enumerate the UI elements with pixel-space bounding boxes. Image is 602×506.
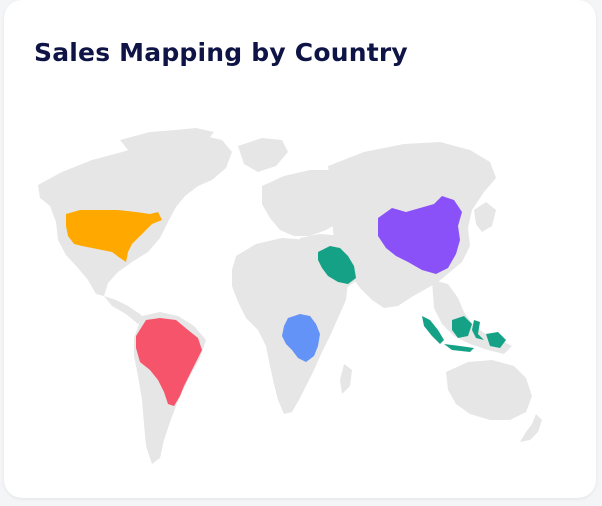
country-united-states[interactable]: United States	[66, 210, 162, 262]
indonesia-papua: Indonesia	[486, 332, 506, 348]
indonesia-java: Indonesia	[444, 344, 474, 352]
indonesia-borneo: Indonesia	[452, 316, 472, 338]
landmass-arctic-islands	[120, 128, 214, 150]
landmass-new-zealand	[520, 414, 542, 442]
country-brazil[interactable]: Brazil	[136, 318, 202, 406]
landmass-japan	[474, 202, 496, 232]
country-dr-congo[interactable]: DR Congo	[282, 314, 320, 362]
indonesia-sulawesi: Indonesia	[472, 320, 484, 340]
landmass-australia	[446, 360, 532, 420]
country-china[interactable]: China	[378, 196, 462, 274]
landmass-greenland	[238, 138, 288, 172]
landmass-madagascar	[340, 364, 352, 394]
base-landmass	[38, 128, 542, 464]
card-title: Sales Mapping by Country	[34, 38, 408, 67]
highlighted-countries: United States Brazil DR Congo Saudi Arab…	[66, 196, 506, 406]
country-indonesia[interactable]: Indonesia Indonesia Indonesia Indonesia …	[422, 316, 506, 352]
landmass-southeast-asia	[432, 280, 512, 354]
landmass-central-america	[104, 296, 146, 324]
country-saudi-arabia[interactable]: Saudi Arabia	[318, 246, 356, 284]
indonesia-sumatra: Indonesia	[422, 316, 444, 344]
